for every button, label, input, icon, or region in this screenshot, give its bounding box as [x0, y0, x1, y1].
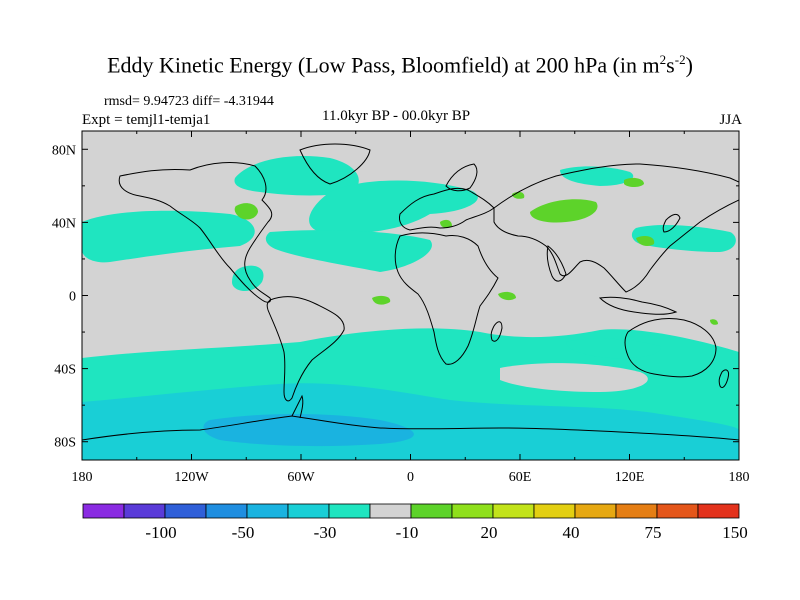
coast-greenland [299, 143, 371, 185]
y-tick-label: 80N [52, 143, 76, 158]
x-tick-label: 180 [729, 470, 750, 485]
coast-europe [399, 187, 495, 231]
x-tick-label: 120W [174, 470, 209, 485]
coast-africa [394, 232, 499, 365]
coast-japan [662, 213, 681, 233]
colorbar-box [615, 503, 658, 519]
coast-madagascar [490, 321, 503, 342]
colorbar-label: -50 [232, 523, 255, 542]
colorbar-box [205, 503, 248, 519]
title-mid: s [666, 52, 675, 78]
colorbar-box [533, 503, 576, 519]
pos-region-africa [498, 291, 516, 301]
x-tick-label: 60W [287, 470, 315, 485]
colorbar-label: 150 [722, 523, 748, 542]
x-tick-label: 120E [615, 470, 645, 485]
colorbar-label: 75 [645, 523, 662, 542]
colorbar-label: 40 [563, 523, 580, 542]
y-tick-label: 40N [52, 216, 76, 231]
colorbar-box [574, 503, 617, 519]
season-label: JJA [719, 112, 742, 128]
coast-scandinavia [445, 163, 478, 192]
coast-south-america [266, 296, 345, 402]
colorbar-label: -10 [396, 523, 419, 542]
colorbar-box [246, 503, 289, 519]
neg-region-indian-ocean-patch [566, 338, 661, 359]
colorbar-box [451, 503, 494, 519]
y-tick-label: 80S [54, 436, 76, 451]
colorbar-box [123, 503, 166, 519]
neg-region-indian-ocean-gap [500, 363, 648, 392]
pos-region-mediterranean [440, 219, 452, 229]
axis-ticks: 180 120W 60W 0 60E 120E 180 80N 40N 0 40S 80S [52, 131, 750, 485]
x-tick-label: 60E [509, 470, 532, 485]
experiment-label: Expt = temjl1-temja1 [82, 112, 211, 128]
colorbar-label: 20 [481, 523, 498, 542]
chart-title: Eddy Kinetic Energy (Low Pass, Bloomfiel… [0, 52, 800, 78]
anomaly-fields [82, 143, 739, 460]
coast-asia [493, 163, 739, 293]
coast-north-america [118, 162, 273, 303]
x-tick-label: 0 [407, 470, 414, 485]
neg-region-east-pacific [232, 265, 264, 292]
coast-antarctic-peninsula [291, 394, 304, 419]
y-tick-label: 0 [69, 290, 76, 305]
colorbar-box [410, 503, 453, 519]
colorbar-box [328, 503, 371, 519]
x-tick-label: 180 [72, 470, 93, 485]
colorbar-box [369, 503, 412, 519]
colorbar-box [164, 503, 207, 519]
y-tick-label: 40S [54, 363, 76, 378]
coast-india [546, 245, 567, 282]
title-end: ) [685, 52, 693, 78]
pos-region-east-asia [636, 236, 655, 246]
colorbar-label: -100 [145, 523, 176, 542]
colorbar: -100 -50 -30 -10 20 40 75 150 [82, 503, 748, 542]
colorbar-box [492, 503, 535, 519]
neg-region-west-pacific [631, 225, 736, 252]
coastlines [82, 143, 739, 441]
neg-region-central-atlantic [265, 230, 432, 272]
colorbar-label: -30 [314, 523, 337, 542]
pos-region-central-asia [530, 199, 598, 223]
stats-text: rmsd= 9.94723 diff= -4.31944 [104, 94, 274, 109]
pos-region-siberia [624, 177, 644, 187]
coast-new-zealand [718, 369, 729, 389]
colorbar-box [656, 503, 699, 519]
title-main: Eddy Kinetic Energy (Low Pass, Bloomfiel… [107, 52, 660, 78]
coast-antarctica [82, 415, 739, 441]
colorbar-box [287, 503, 330, 519]
neg-region-north-pacific [82, 210, 255, 263]
period-label: 11.0kyr BP - 00.0kyr BP [322, 108, 471, 124]
pos-region-pacific [710, 319, 718, 325]
neg-region-antarctic-core [203, 414, 414, 447]
title-sup1: 2 [659, 52, 667, 67]
pos-region-tropical-atlantic [372, 295, 391, 305]
coast-indonesia [598, 296, 678, 315]
coast-australia [624, 318, 717, 378]
pos-region-north-america [234, 203, 258, 220]
colorbar-box [82, 503, 125, 519]
title-sup2: -2 [674, 52, 686, 67]
map-area [81, 130, 740, 461]
colorbar-box [697, 503, 740, 519]
